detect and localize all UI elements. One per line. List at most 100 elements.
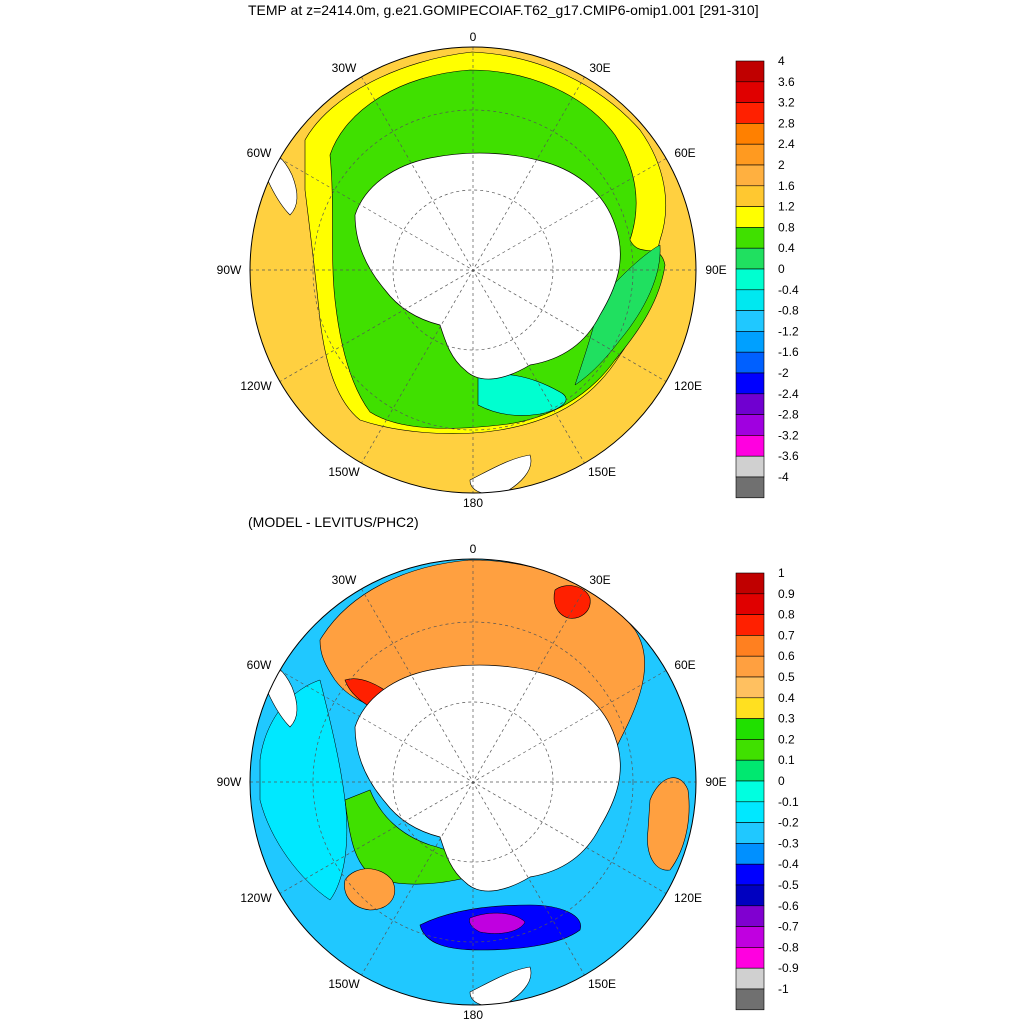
top-colorbar-label: -4 [778,470,789,484]
bottom-colorbar-swatch [735,780,765,803]
bottom-colorbar-swatch [735,884,765,907]
top-lon-label-90e: 90E [705,263,727,277]
bottom-colorbar-label: 0.5 [778,670,795,684]
bottom-lon-label-180: 180 [462,1008,484,1022]
bottom-colorbar-label: -0.8 [778,940,799,954]
bottom-colorbar-label: -0.5 [778,878,799,892]
bottom-colorbar-label: 0.2 [778,732,795,746]
top-lon-label-150w: 150W [328,465,360,479]
bottom-colorbar-label: 1 [778,566,785,580]
top-colorbar-label: -3.2 [778,428,799,442]
bottom-lon-label-0: 0 [469,542,477,556]
bottom-colorbar-swatch [735,614,765,636]
bottom-colorbar-label: 0.9 [778,587,795,601]
bottom-lon-label-150w: 150W [328,977,360,991]
top-colorbar-label: -2 [778,366,789,380]
bottom-colorbar-swatch [735,988,765,1011]
top-colorbar-label: -1.6 [778,345,799,359]
bottom-colorbar-swatch [735,801,765,823]
top-colorbar-label: 1.2 [778,200,795,214]
bottom-colorbar-label: -0.6 [778,899,799,913]
top-lon-label-0: 0 [469,30,477,44]
bottom-colorbar-swatch [735,905,765,927]
bottom-panel-title: (MODEL - LEVITUS/PHC2) [248,514,419,530]
top-map-border [249,46,697,494]
top-colorbar-label: 0 [778,262,785,276]
bottom-land-australia [469,966,532,1005]
top-lon-label-30w: 30W [331,61,357,75]
top-colorbar-label: 0.4 [778,241,795,255]
top-colorbar-label: -2.8 [778,408,799,422]
bottom-colorbar-label: -1 [778,982,789,996]
top-colorbar-label: 4 [778,54,785,68]
top-colorbar-label: 2.8 [778,116,795,130]
bottom-colorbar-swatch [735,676,765,699]
top-lon-label-90w: 90W [216,263,242,277]
bottom-map-border [249,558,697,1006]
bottom-hotspot-30e [553,585,591,619]
top-lon-label-120e: 120E [673,379,703,393]
top-lat-circle-50s [312,109,634,431]
bottom-colorbar: 1 0.9 0.8 0.7 0.6 0.5 0.4 0.3 0.2 0.1 0 -0.1 -0.2 -0.… [735,566,799,1011]
bottom-colorbar-swatch [735,718,765,740]
top-lon-label-60e: 60E [674,146,696,160]
bottom-colorbar-label: -0.2 [778,816,799,830]
bottom-purple-ross [469,912,526,934]
bottom-colorbar-swatch [735,926,765,948]
top-lon-label-150e: 150E [587,465,617,479]
top-colorbar-label: 2 [778,158,785,172]
bottom-colorbar-label: 0.6 [778,649,795,663]
top-colorbar-label: -0.4 [778,283,799,297]
bottom-colorbar-label: 0.4 [778,691,795,705]
top-colorbar-label: 3.2 [778,96,795,110]
top-colorbar-label: -1.2 [778,324,799,338]
bottom-lon-label-30e: 30E [589,573,611,587]
top-colorbar-swatch [735,476,765,499]
top-colorbar-label: -3.6 [778,449,799,463]
top-colorbar-label: -0.8 [778,304,799,318]
bottom-colorbar-swatch [735,655,765,678]
bottom-colorbar-label: -0.4 [778,857,799,871]
bottom-colorbar-swatch [735,843,765,865]
top-panel-title: TEMP at z=2414.0m, g.e21.GOMIPECOIAF.T62… [248,2,759,18]
bottom-colorbar-label: -0.1 [778,795,799,809]
bottom-lon-label-90e: 90E [705,775,727,789]
top-land-australia [469,454,532,493]
bottom-colorbar-label: 0.1 [778,753,795,767]
top-lon-label-180: 180 [462,496,484,510]
bottom-colorbar-label: 0 [778,774,785,788]
top-lon-label-60w: 60W [246,146,272,160]
bottom-colorbar-swatch [735,593,765,615]
bottom-lon-label-90w: 90W [216,775,242,789]
bottom-lon-label-60e: 60E [674,658,696,672]
top-colorbar-label: -2.4 [778,387,799,401]
bottom-lon-label-150e: 150E [587,977,617,991]
bottom-lon-label-120e: 120E [673,891,703,905]
bottom-colorbar-swatch [735,822,765,844]
bottom-colorbar-swatch [735,947,765,969]
bottom-lon-label-120w: 120W [240,891,272,905]
bottom-colorbar-label: 0.7 [778,628,795,642]
top-lon-label-120w: 120W [240,379,272,393]
top-colorbar-label: 0.8 [778,220,795,234]
top-antarctica [354,152,621,380]
bottom-orange-patch-100e [647,777,690,871]
top-cold-shelf [477,373,567,416]
top-colorbar-label: 1.6 [778,179,795,193]
bottom-colorbar-swatch [735,739,765,761]
top-lon-label-30e: 30E [589,61,611,75]
bottom-colorbar-swatch [735,697,765,719]
top-colorbar: 4 3.6 3.2 2.8 2.4 2 1.6 1.2 0.8 0.4 0 -0.4 -0.8 -1.2 -… [735,54,799,499]
bottom-colorbar-swatch [735,863,765,886]
bottom-colorbar-swatch [735,967,765,990]
top-colorbar-label: 2.4 [778,137,795,151]
bottom-colorbar-label: 0.3 [778,712,795,726]
bottom-colorbar-label: -0.9 [778,961,799,975]
top-green-shelf-east [574,244,661,386]
top-colorbar-label: 3.6 [778,75,795,89]
bottom-lon-label-30w: 30W [331,573,357,587]
bottom-colorbar-label: -0.7 [778,920,799,934]
